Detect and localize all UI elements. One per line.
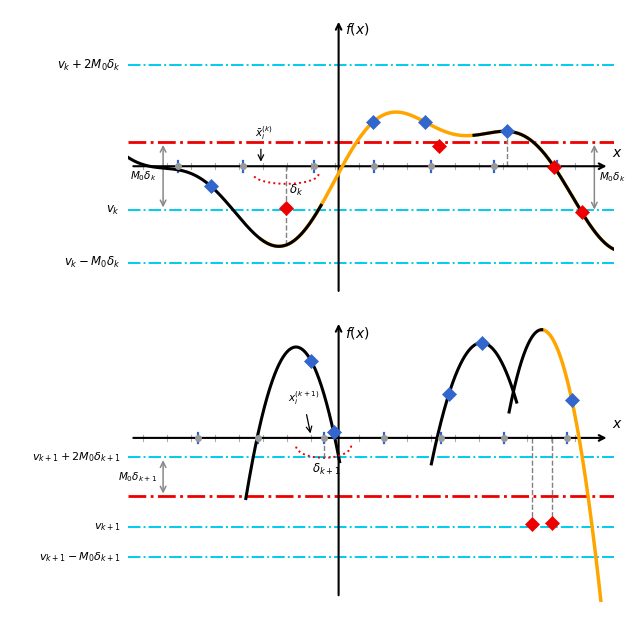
Text: $v_k - M_0\delta_k$: $v_k - M_0\delta_k$	[64, 255, 120, 271]
Text: $M_0\delta_{k+1}$: $M_0\delta_{k+1}$	[118, 470, 157, 484]
Text: $x_i^{(k+1)}$: $x_i^{(k+1)}$	[287, 389, 319, 407]
Text: $x$: $x$	[612, 146, 623, 160]
Text: $M_0\delta_k$: $M_0\delta_k$	[599, 170, 626, 184]
Text: $x$: $x$	[612, 417, 623, 432]
Text: $v_{k+1}$: $v_{k+1}$	[93, 521, 120, 533]
Text: $\delta_{k+1}$: $\delta_{k+1}$	[312, 461, 340, 477]
Text: $v_k + 2M_0\delta_k$: $v_k + 2M_0\delta_k$	[56, 58, 120, 73]
Text: $f(x)$: $f(x)$	[344, 21, 369, 37]
Text: $M_0\delta_k$: $M_0\delta_k$	[131, 170, 157, 183]
Text: $v_{k+1} - M_0\delta_{k+1}$: $v_{k+1} - M_0\delta_{k+1}$	[39, 550, 120, 564]
Text: $\delta_k$: $\delta_k$	[289, 183, 303, 198]
Text: $v_{k+1} + 2M_0\delta_{k+1}$: $v_{k+1} + 2M_0\delta_{k+1}$	[32, 450, 120, 465]
Text: $v_k$: $v_k$	[106, 204, 120, 217]
Text: $\bar{x}_i^{(k)}$: $\bar{x}_i^{(k)}$	[255, 124, 272, 142]
Text: $f(x)$: $f(x)$	[344, 325, 369, 342]
